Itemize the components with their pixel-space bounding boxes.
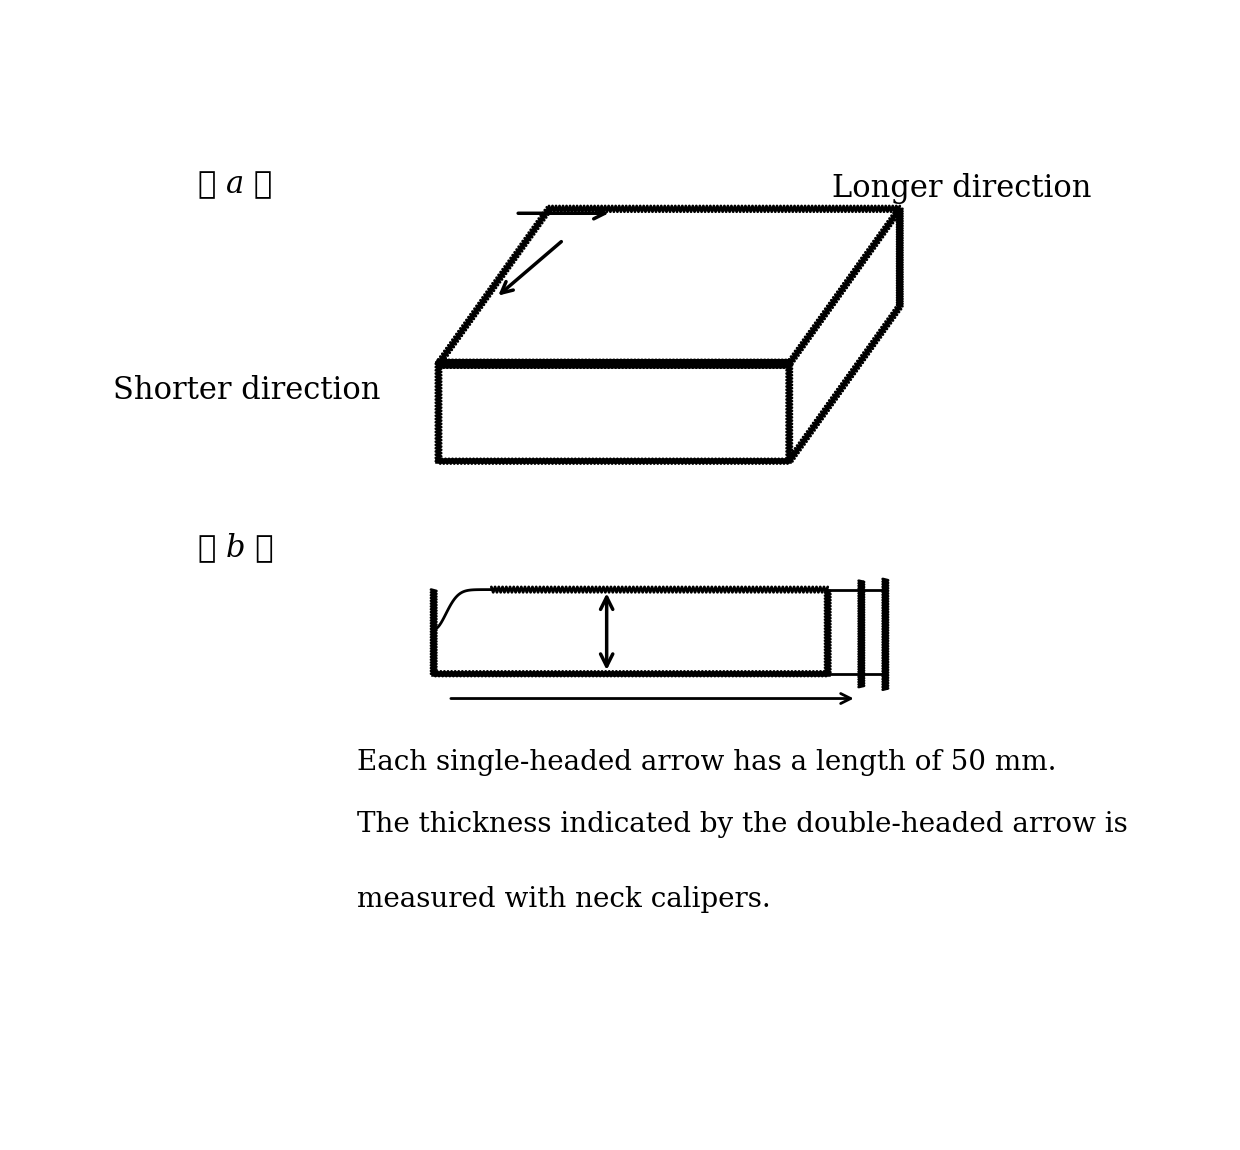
Text: Longer direction: Longer direction	[832, 174, 1092, 205]
Text: The thickness indicated by the double-headed arrow is: The thickness indicated by the double-he…	[357, 811, 1127, 838]
Text: 〈 a 〉: 〈 a 〉	[198, 169, 273, 200]
Text: 〈 b 〉: 〈 b 〉	[198, 532, 274, 564]
Text: Shorter direction: Shorter direction	[113, 375, 381, 406]
Text: Each single-headed arrow has a length of 50 mm.: Each single-headed arrow has a length of…	[357, 749, 1056, 776]
Text: measured with neck calipers.: measured with neck calipers.	[357, 887, 770, 913]
